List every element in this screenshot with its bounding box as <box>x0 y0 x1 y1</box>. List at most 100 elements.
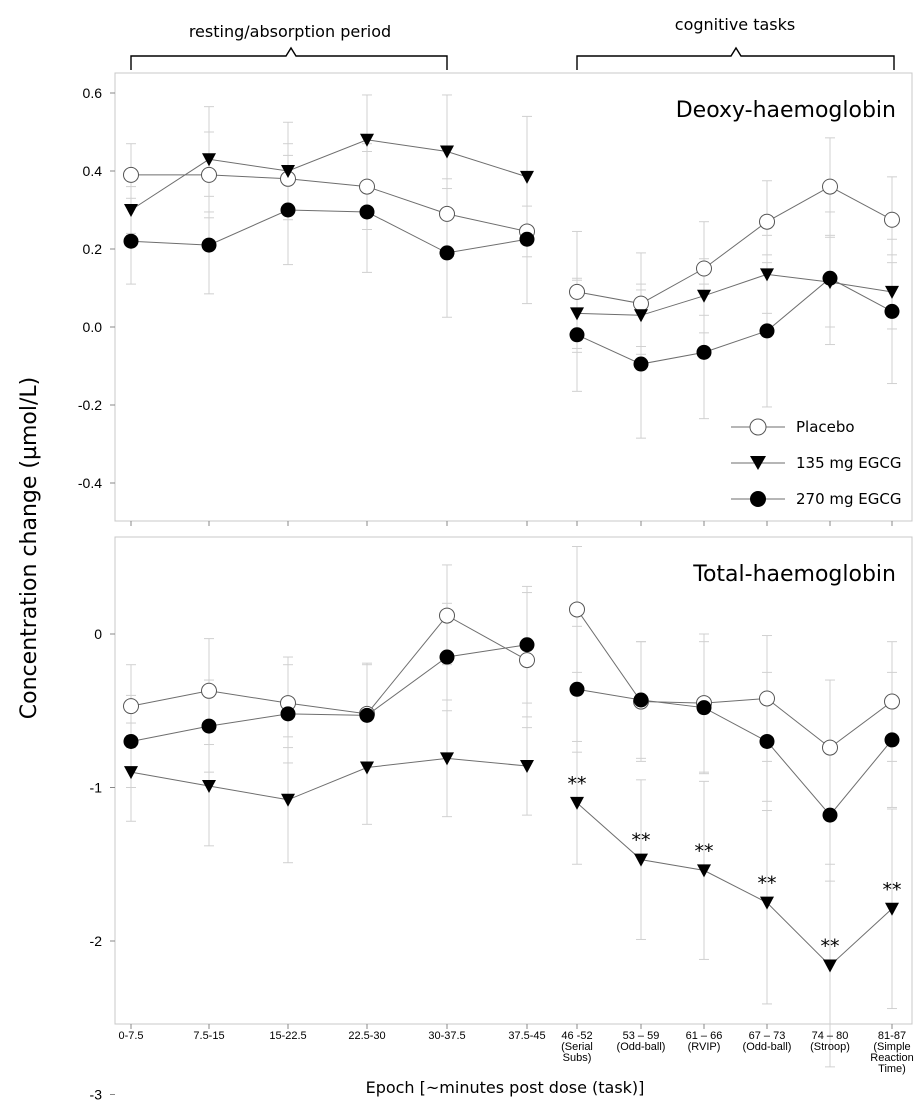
data-point-placebo <box>884 211 900 228</box>
data-point-270mg <box>201 237 217 253</box>
legend-label-270: 270 mg EGCG <box>796 490 902 508</box>
x-tick-label-line: (RVIP) <box>688 1041 721 1053</box>
data-point-270mg <box>696 700 712 716</box>
x-tick-label-line: (Stroop) <box>810 1041 850 1053</box>
x-axis-title: Epoch [~minutes post dose (task)] <box>366 1078 645 1097</box>
data-point-270mg <box>519 231 535 247</box>
x-tick-label: 22.5-30 <box>348 1030 385 1042</box>
x-tick-label-line: Subs) <box>563 1052 592 1064</box>
data-point-placebo <box>822 739 838 756</box>
data-point-270mg <box>696 344 712 360</box>
x-tick-label-line: 53 – 59 <box>623 1030 660 1042</box>
data-point-135mg <box>885 902 899 916</box>
x-tick-label-line: Reaction <box>870 1052 913 1064</box>
data-point-270mg <box>884 732 900 748</box>
data-point-placebo <box>359 178 375 195</box>
panel-1-plot: 0.6 0.4 0.2 0.0 -0.2 -0.4 <box>78 85 900 526</box>
legend-marker-135 <box>750 456 766 470</box>
y-tick-label: -2 <box>90 933 103 949</box>
data-point-135mg <box>885 285 899 299</box>
data-point-135mg <box>124 204 138 217</box>
data-point-270mg <box>123 733 139 749</box>
brace-resting <box>130 46 448 70</box>
period-label-resting: resting/absorption period <box>189 22 391 41</box>
data-point-135mg <box>570 796 584 810</box>
data-point-135mg <box>440 145 454 159</box>
data-point-135mg <box>281 793 295 807</box>
data-point-placebo <box>439 205 455 222</box>
period-label-cognitive: cognitive tasks <box>675 15 795 34</box>
significance-marker: ** <box>821 936 840 958</box>
series-line-triangle-down <box>576 802 893 967</box>
panel-deoxy-frame <box>114 72 913 522</box>
data-point-135mg <box>124 766 138 780</box>
y-tick-label: 0.6 <box>83 85 103 101</box>
data-point-135mg <box>760 268 774 282</box>
data-point-placebo <box>201 682 217 699</box>
data-point-135mg <box>697 864 711 878</box>
data-point-135mg <box>360 133 374 147</box>
data-point-135mg <box>202 153 216 167</box>
data-point-135mg <box>281 165 295 178</box>
x-tick-label-line: 67 – 73 <box>749 1030 786 1042</box>
panel-total-frame <box>114 536 913 1025</box>
significance-marker: ** <box>695 840 714 862</box>
x-tick-label-line: 81-87 <box>878 1030 906 1042</box>
x-tick-label-line: (Odd-ball) <box>617 1041 666 1053</box>
series-line-filled-circle <box>576 688 893 816</box>
y-tick-label: -0.4 <box>78 475 102 491</box>
data-point-135mg <box>570 307 584 321</box>
x-tick-label-line: (Serial <box>561 1041 593 1053</box>
y-tick-label: -0.2 <box>78 397 102 413</box>
panel-title-total: Total-haemoglobin <box>692 562 896 587</box>
x-tick-label-line: 7.5-15 <box>193 1030 224 1042</box>
data-point-placebo <box>759 690 775 707</box>
y-tick-label: -3 <box>90 1087 103 1103</box>
data-point-135mg <box>520 170 534 184</box>
legend: Placebo 135 mg EGCG 270 mg EGCG <box>731 418 902 508</box>
data-point-270mg <box>439 245 455 261</box>
legend-marker-placebo <box>749 418 767 436</box>
data-point-placebo <box>822 178 838 195</box>
data-point-270mg <box>280 706 296 722</box>
significance-marker: ** <box>632 830 651 852</box>
x-tick-label: 81-87 (Simple Reaction Time) <box>870 1030 913 1075</box>
series-line-triangle-down <box>130 139 528 211</box>
x-tick-label-line: 15-22.5 <box>269 1030 306 1042</box>
data-point-135mg <box>360 761 374 775</box>
data-point-135mg <box>634 309 648 323</box>
x-tick-label: 74 – 80 (Stroop) <box>810 1030 850 1053</box>
data-point-270mg <box>359 204 375 220</box>
data-point-270mg <box>759 733 775 749</box>
series-line-filled-circle <box>576 277 893 365</box>
x-tick-label-line: 0-7.5 <box>118 1030 143 1042</box>
x-tick-label: 53 – 59 (Odd-ball) <box>617 1030 666 1053</box>
x-tick-label-line: 22.5-30 <box>348 1030 385 1042</box>
series-line-open-circle <box>576 186 893 305</box>
y-tick-label: 0.4 <box>83 163 103 179</box>
y-tick-label: 0 <box>94 626 102 642</box>
plot-layer: 0.60.40.20.0-0.2-0.40-1-2-3**** ********0… <box>78 85 914 1103</box>
x-tick-label: 0-7.5 <box>118 1030 143 1042</box>
data-point-270mg <box>822 270 838 286</box>
series-line-triangle-down <box>130 757 528 801</box>
x-tick-label-line: 37.5-45 <box>508 1030 545 1042</box>
data-point-270mg <box>569 327 585 343</box>
x-tick-label: 37.5-45 <box>508 1030 545 1042</box>
data-point-placebo <box>439 607 455 624</box>
x-tick-label: 67 – 73 (Odd-ball) <box>743 1030 792 1053</box>
data-point-270mg <box>359 707 375 723</box>
data-point-placebo <box>123 166 139 183</box>
significance-marker: ** <box>758 873 777 895</box>
x-tick-label-line: (Odd-ball) <box>743 1041 792 1053</box>
series-line-filled-circle <box>130 644 528 742</box>
x-tick-label: 61 – 66 (RVIP) <box>686 1030 723 1053</box>
data-point-270mg <box>519 637 535 653</box>
significance-marker: ** <box>568 773 587 795</box>
panel-2-plot: 0 -1 -2 -3 ** ** ** ** ** ** <box>90 546 902 1103</box>
x-tick-label-line: 46 -52 <box>561 1030 592 1042</box>
data-point-270mg <box>439 649 455 665</box>
data-point-placebo <box>123 698 139 715</box>
x-tick-label: 30-37.5 <box>428 1030 465 1042</box>
